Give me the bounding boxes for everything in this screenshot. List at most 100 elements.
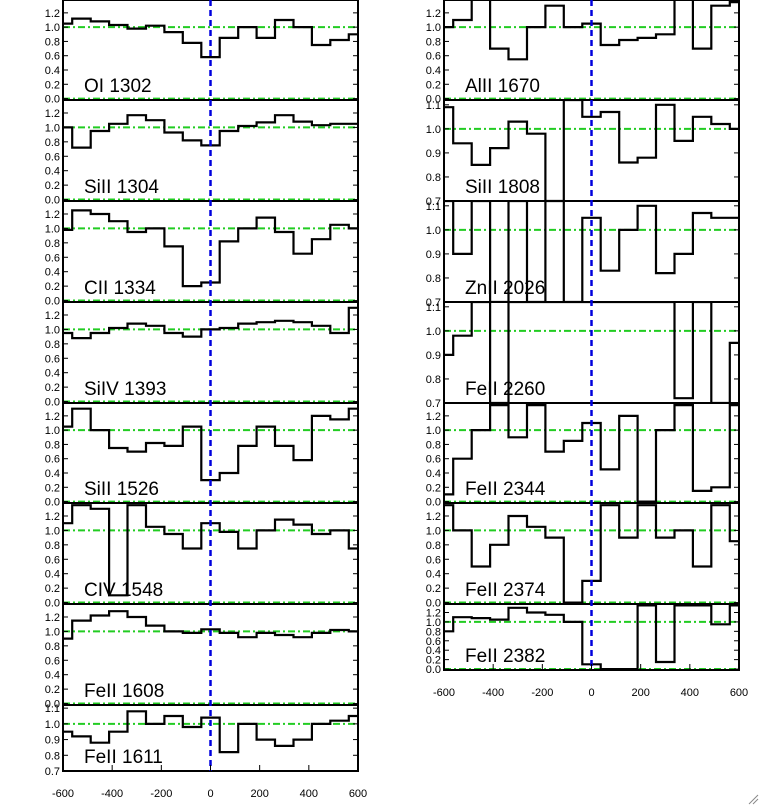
y-tick-label: 1.0 [426,326,441,338]
right-x-axis: -600 -400 -200 0 200 400 600 [433,664,748,699]
y-tick-label: 1.1 [426,302,441,314]
panel-cii-1334: 0.0 0.2 0.4 0.6 0.8 1.0 1.2 CII 1334 [45,200,359,308]
panel-feii-2374: 0.0 0.2 0.4 0.6 0.8 1.0 1.2 FeII 2374 [426,502,740,610]
ion-label: OI 1302 [84,76,152,97]
y-tick-label: 0.8 [426,626,441,638]
y-tick-label: 0.7 [45,766,60,778]
y-tick-label: 0.8 [45,238,60,250]
left-column-panels: 0.0 0.2 0.4 0.6 0.8 1.0 1.2 OI 1302 0.0 0.2 0.4 0.6… [45,0,359,778]
y-tick-label: 0.4 [426,65,441,77]
panel-siii-1808: 0.7 0.8 0.9 1.0 1.1 SiII 1808 [426,99,740,208]
y-tick-label: 0.6 [426,554,441,566]
y-tick-label: 0.2 [426,79,441,91]
y-tick-label: 0.8 [45,137,60,149]
y-tick-label: 0.0 [45,296,60,308]
panel-siii-1304: 0.0 0.2 0.4 0.6 0.8 1.0 1.2 SiII 1304 [45,99,359,207]
y-tick-label: 0.4 [426,569,441,581]
y-tick-label: 1.0 [426,617,441,629]
ion-label: CIV 1548 [84,580,163,601]
y-tick-label: 0.6 [426,51,441,63]
y-tick-label: 0.0 [45,195,60,207]
y-tick-label: 0.2 [45,180,60,192]
y-tick-label: 0.2 [45,482,60,494]
y-tick-label: 1.0 [45,324,60,336]
y-tick-label: 1.2 [426,411,441,423]
left-x-axis: -600 -400 -200 0 200 400 600 [52,765,367,800]
spectrum-line [444,201,739,302]
y-tick-label: 0.6 [45,554,60,566]
panel-civ-1548: 0.0 0.2 0.4 0.6 0.8 1.0 1.2 CIV 1548 [45,502,359,610]
x-tick-label: -200 [150,788,172,800]
ion-label: ZnII 2026 [465,278,545,299]
ion-label: FeII 2382 [465,646,545,667]
y-tick-label: 0.7 [426,398,441,410]
spectrum-line [63,306,358,340]
y-tick-label: 0.7 [426,297,441,309]
panel-znii-2026: 0.7 0.8 0.9 1.0 1.1 ZnII 2026 [426,200,740,309]
y-tick-label: 0.4 [426,645,441,657]
y-tick-label: 0.4 [45,65,60,77]
x-tick-label: -600 [52,788,74,800]
x-tick-label: 400 [300,788,318,800]
y-tick-label: 0.8 [426,540,441,552]
y-tick-label: 0.0 [45,397,60,409]
spectrum-line [63,710,358,754]
x-tick-label: -600 [433,687,455,699]
ion-label: FeII 1611 [84,747,163,768]
y-tick-label: 1.0 [426,124,441,136]
panel-alii-1670: 0.0 0.2 0.4 0.6 0.8 1.0 1.2 AlII 1670 [426,0,740,106]
spectrum-line [444,604,739,670]
y-tick-label: 0.2 [45,684,60,696]
y-tick-label: 1.0 [45,223,60,235]
resize-grip-icon[interactable] [747,793,759,805]
y-tick-label: 0.8 [45,439,60,451]
ion-label: FeII 2260 [465,379,545,400]
y-tick-label: 1.0 [45,22,60,34]
y-tick-label: 1.2 [45,8,60,20]
x-tick-label: 0 [207,788,213,800]
ion-label: FeII 2374 [465,580,546,601]
y-tick-label: 0.2 [426,583,441,595]
y-tick-label: 0.8 [45,36,60,48]
panel-oi-1302: 0.0 0.2 0.4 0.6 0.8 1.0 1.2 OI 1302 [45,0,359,106]
y-tick-label: 0.4 [426,468,441,480]
ion-label: AlII 1670 [465,76,540,97]
y-tick-label: 1.2 [426,511,441,523]
ion-label: SiII 1526 [84,479,159,500]
spectrum-line [63,610,358,640]
x-tick-label: 0 [588,687,594,699]
y-tick-label: 0.9 [426,249,441,261]
y-tick-label: 0.6 [426,636,441,648]
y-tick-label: 1.1 [45,703,60,715]
y-tick-label: 0.8 [426,273,441,285]
x-tick-label: 200 [631,687,649,699]
y-tick-label: 0.8 [426,172,441,184]
y-tick-label: 0.6 [45,51,60,63]
y-tick-label: 0.4 [45,569,60,581]
panel-feii-2260: 0.7 0.8 0.9 1.0 1.1 FeII 2260 [426,301,740,410]
y-tick-label: 0.0 [45,497,60,509]
y-tick-label: 0.0 [426,664,441,676]
ion-label: SiII 1808 [465,177,540,198]
panel-siiv-1393: 0.0 0.2 0.4 0.6 0.8 1.0 1.2 SiIV 1393 [45,301,359,409]
y-tick-label: 0.0 [45,94,60,106]
y-tick-label: 0.0 [45,598,60,610]
panel-siii-1526: 0.0 0.2 0.4 0.6 0.8 1.0 1.2 SiII 1526 [45,402,359,509]
y-tick-label: 0.6 [45,655,60,667]
y-tick-label: 0.4 [45,368,60,380]
y-tick-label: 1.0 [45,719,60,731]
y-tick-label: 1.0 [45,525,60,537]
y-tick-label: 1.2 [45,411,60,423]
y-tick-label: 0.8 [45,339,60,351]
y-tick-label: 0.9 [426,148,441,160]
spectrum-line [63,114,358,149]
y-tick-label: 0.9 [426,350,441,362]
y-tick-label: 0.2 [45,583,60,595]
x-tick-label: -200 [531,687,553,699]
y-tick-label: 1.0 [45,425,60,437]
y-tick-label: 1.2 [45,209,60,221]
panel-feii-2382: 0.00.20.40.60.81.01.2 FeII 2382 [426,603,740,676]
y-tick-label: 0.6 [45,252,60,264]
x-tick-label: -400 [101,788,123,800]
